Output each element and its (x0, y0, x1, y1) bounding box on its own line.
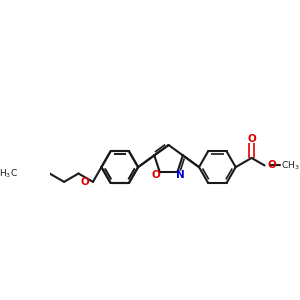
Text: CH$_3$: CH$_3$ (281, 159, 300, 172)
Text: N: N (176, 170, 185, 181)
Text: O: O (268, 160, 277, 170)
Text: H$_3$C: H$_3$C (0, 167, 18, 180)
Text: O: O (151, 169, 160, 180)
Text: O: O (81, 177, 90, 187)
Text: O: O (247, 134, 256, 144)
